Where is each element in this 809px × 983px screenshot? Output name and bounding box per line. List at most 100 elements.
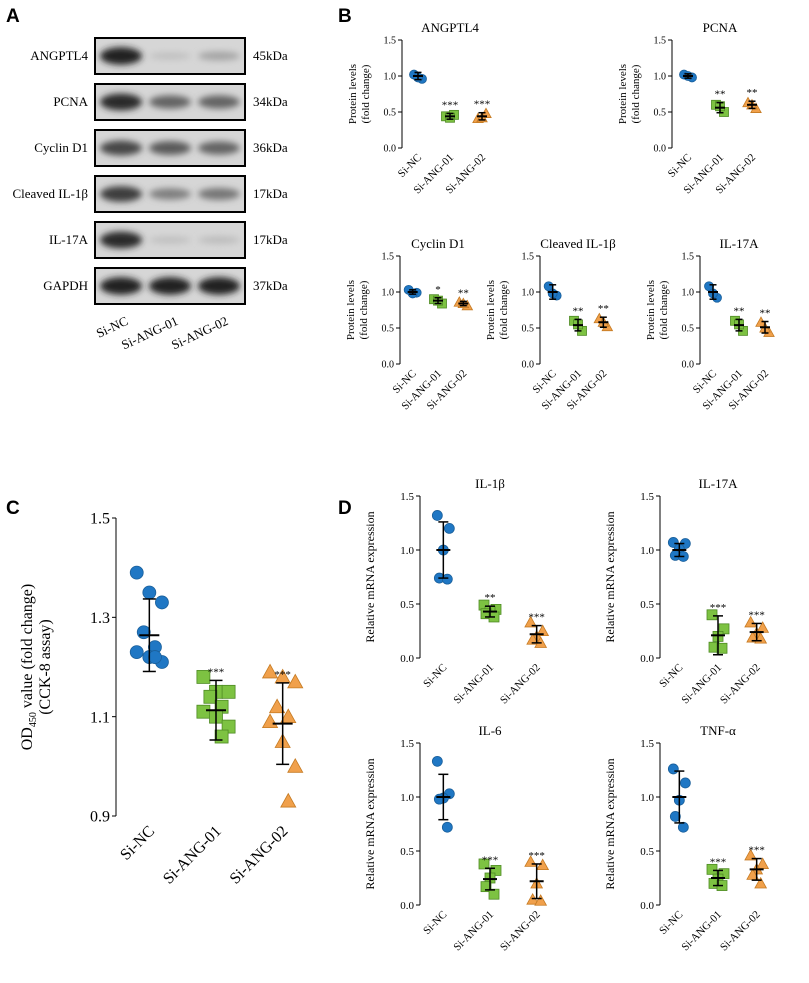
y-axis-label-line2: (CCK-8 assay)	[37, 619, 54, 715]
y-axis-label: Relative mRNA expression	[363, 758, 377, 889]
y-axis-label-line2: (fold change)	[360, 64, 372, 123]
y-tick-label: 0.0	[400, 653, 414, 665]
plot-d-il6: 0.0 0.5 1.0 1.5 Relative mRNA expression IL-6…	[363, 723, 550, 954]
x-tick-label: Si-ANG-02	[227, 823, 292, 888]
data-point-si-ang-02	[536, 624, 550, 636]
y-axis-label-rest: value (fold change)	[19, 584, 36, 712]
plot-title: IL-17A	[699, 476, 739, 491]
plot-title: IL-6	[478, 723, 502, 738]
x-tick-label: Si-NC	[666, 152, 694, 180]
y-tick-label: 1.0	[682, 288, 695, 299]
y-axis-label: Protein levels	[617, 64, 629, 124]
data-point-si-nc	[677, 821, 689, 833]
blot-kda-label: 37kDa	[253, 278, 288, 293]
y-tick-label: 0.5	[654, 108, 667, 119]
blot-band	[100, 231, 142, 249]
y-tick-label: 0.0	[640, 653, 654, 665]
y-axis-label-line2: (fold change)	[630, 64, 642, 123]
y-axis-label: OD450 value (fold change)	[19, 584, 39, 751]
significance-label: **	[485, 592, 496, 604]
blot-protein-label: GAPDH	[43, 278, 88, 293]
blot-band	[149, 188, 191, 200]
data-point-si-ang-02	[744, 615, 758, 628]
plot-b-il1b: 0.0 0.5 1.0 1.5 Protein levels (fold change) C…	[485, 236, 616, 412]
data-point-si-ang-02	[261, 663, 279, 679]
y-tick-label: 1.5	[640, 738, 654, 750]
blot-protein-label: Cyclin D1	[34, 140, 88, 155]
y-tick-label: 0.0	[400, 900, 414, 912]
plot-d-il1b: 0.0 0.5 1.0 1.5 Relative mRNA expression IL-1…	[363, 476, 550, 707]
y-axis-label-subscript: 450	[28, 712, 39, 727]
significance-label: **	[598, 303, 609, 315]
data-point-si-ang-02	[524, 615, 538, 628]
data-point-si-nc	[136, 625, 151, 640]
y-tick-label: 0.5	[682, 324, 695, 335]
plot-c-cck8: 0.9 1.1 1.3 1.5 OD450 value (fold change) (CC…	[19, 511, 304, 888]
data-point-si-nc	[443, 523, 455, 534]
y-tick-label: 0.0	[384, 144, 397, 155]
blot-protein-label: ANGPTL4	[30, 48, 88, 63]
y-tick-label: 0.0	[654, 144, 667, 155]
data-point-si-ang-01	[196, 704, 211, 719]
y-tick-label: 1.5	[654, 36, 667, 47]
blot-protein-label: PCNA	[53, 94, 88, 109]
plot-d-tnfa: 0.0 0.5 1.0 1.5 Relative mRNA expression TNF-…	[603, 723, 770, 953]
panel-label-b: B	[338, 6, 352, 27]
y-tick-label: 0.5	[640, 846, 654, 858]
y-tick-label: 1.5	[640, 491, 654, 503]
significance-label: ***	[710, 602, 727, 614]
plot-b-il17a: 0.0 0.5 1.0 1.5 Protein levels (fold change) I…	[645, 236, 775, 412]
plot-title: ANGPTL4	[421, 20, 479, 35]
blot-band	[100, 47, 142, 65]
y-tick-label: 0.5	[382, 324, 395, 335]
blot-band	[100, 277, 142, 295]
significance-label: ***	[208, 666, 225, 678]
blot-band	[149, 236, 191, 244]
blot-band	[198, 236, 240, 244]
significance-label: ***	[748, 845, 765, 857]
y-tick-label: 1.3	[90, 610, 110, 627]
significance-label: ***	[710, 856, 727, 868]
y-axis-label-line2: (fold change)	[358, 280, 370, 339]
data-point-si-ang-02	[526, 633, 540, 645]
y-axis-label: Relative mRNA expression	[603, 511, 617, 642]
data-point-si-nc	[142, 585, 157, 600]
data-point-si-ang-01	[203, 689, 218, 704]
x-tick-label: Si-NC	[421, 909, 449, 937]
y-tick-label: 1.0	[384, 72, 397, 83]
blot-band	[149, 277, 191, 295]
y-tick-label: 1.5	[382, 252, 395, 263]
x-tick-label: Si-ANG-01	[451, 662, 496, 707]
x-tick-label: Si-ANG-01	[160, 823, 225, 888]
panel-label-a: A	[6, 6, 20, 27]
significance-label: ***	[442, 99, 459, 111]
x-tick-label: Si-ANG-01	[451, 909, 496, 954]
y-tick-label: 1.1	[90, 709, 110, 726]
data-point-si-nc	[679, 777, 691, 789]
blot-lane-label: Si-ANG-01	[119, 313, 180, 352]
plot-title: Cleaved IL-1β	[540, 236, 616, 251]
blot-band	[198, 277, 240, 295]
blot-band	[198, 141, 240, 155]
data-point-si-nc	[148, 650, 162, 664]
data-point-si-ang-01	[706, 609, 718, 621]
western-blot: ANGPTL4 45kDa PCNA 34kDa Cyclin D1 36kDa Cleav…	[12, 37, 288, 352]
significance-label: **	[734, 305, 745, 317]
panel-label-c: C	[6, 498, 20, 519]
data-point-si-nc	[669, 811, 681, 822]
data-point-si-ang-01	[480, 881, 492, 893]
plot-b-angptl4: 0.0 0.5 1.0 1.5 Protein levels (fold change) A…	[347, 20, 492, 196]
y-tick-label: 1.5	[400, 491, 414, 503]
data-point-si-ang-01	[214, 729, 229, 744]
plot-b-cyclind1: 0.0 0.5 1.0 1.5 Protein levels (fold change) C…	[345, 236, 474, 412]
data-point-si-ang-02	[534, 894, 548, 906]
data-point-si-nc	[431, 510, 443, 521]
x-tick-label: Si-ANG-02	[498, 909, 543, 954]
data-point-si-ang-01	[488, 888, 500, 900]
data-point-si-ang-02	[280, 792, 297, 808]
y-tick-label: 1.0	[640, 792, 654, 804]
blot-kda-label: 34kDa	[253, 94, 288, 109]
plot-title: PCNA	[703, 20, 738, 35]
x-tick-label: Si-ANG-02	[498, 662, 543, 707]
